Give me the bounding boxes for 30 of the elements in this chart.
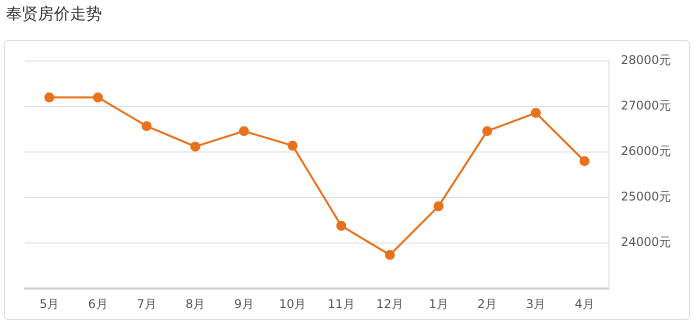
point (142, 121, 152, 132)
point (190, 142, 200, 152)
x-tick-label: 1月 (428, 296, 448, 311)
x-tick-label: 5月 (40, 296, 60, 311)
y-tick-label: 27000元 (620, 98, 672, 113)
point (384, 250, 395, 260)
x-tick-label: 4月 (574, 296, 594, 311)
chart-title: 奉贤房价走势 (6, 4, 102, 25)
y-tick-label: 28000元 (620, 53, 672, 68)
x-tick-label: 10月 (278, 296, 306, 311)
point (238, 126, 249, 136)
x-tick-label: 3月 (526, 296, 546, 311)
x-tick-label: 11月 (328, 296, 355, 311)
y-tick-label: 26000元 (620, 144, 672, 158)
y-tick-label: 24000元 (620, 235, 672, 250)
point (482, 126, 492, 136)
x-tick-label: 7月 (136, 296, 156, 311)
x-tick-label: 2月 (477, 296, 498, 311)
x-tick-label: 6月 (88, 296, 108, 311)
point (288, 140, 298, 151)
x-tick-label: 8月 (185, 296, 206, 311)
point (92, 92, 103, 102)
point (434, 201, 444, 212)
point (336, 220, 346, 231)
point (580, 156, 590, 166)
y-tick-label: 25000元 (620, 190, 672, 204)
x-tick-label: 12月 (376, 296, 404, 311)
point (530, 108, 541, 118)
point (44, 92, 54, 102)
x-tick-label: 9月 (234, 296, 254, 311)
